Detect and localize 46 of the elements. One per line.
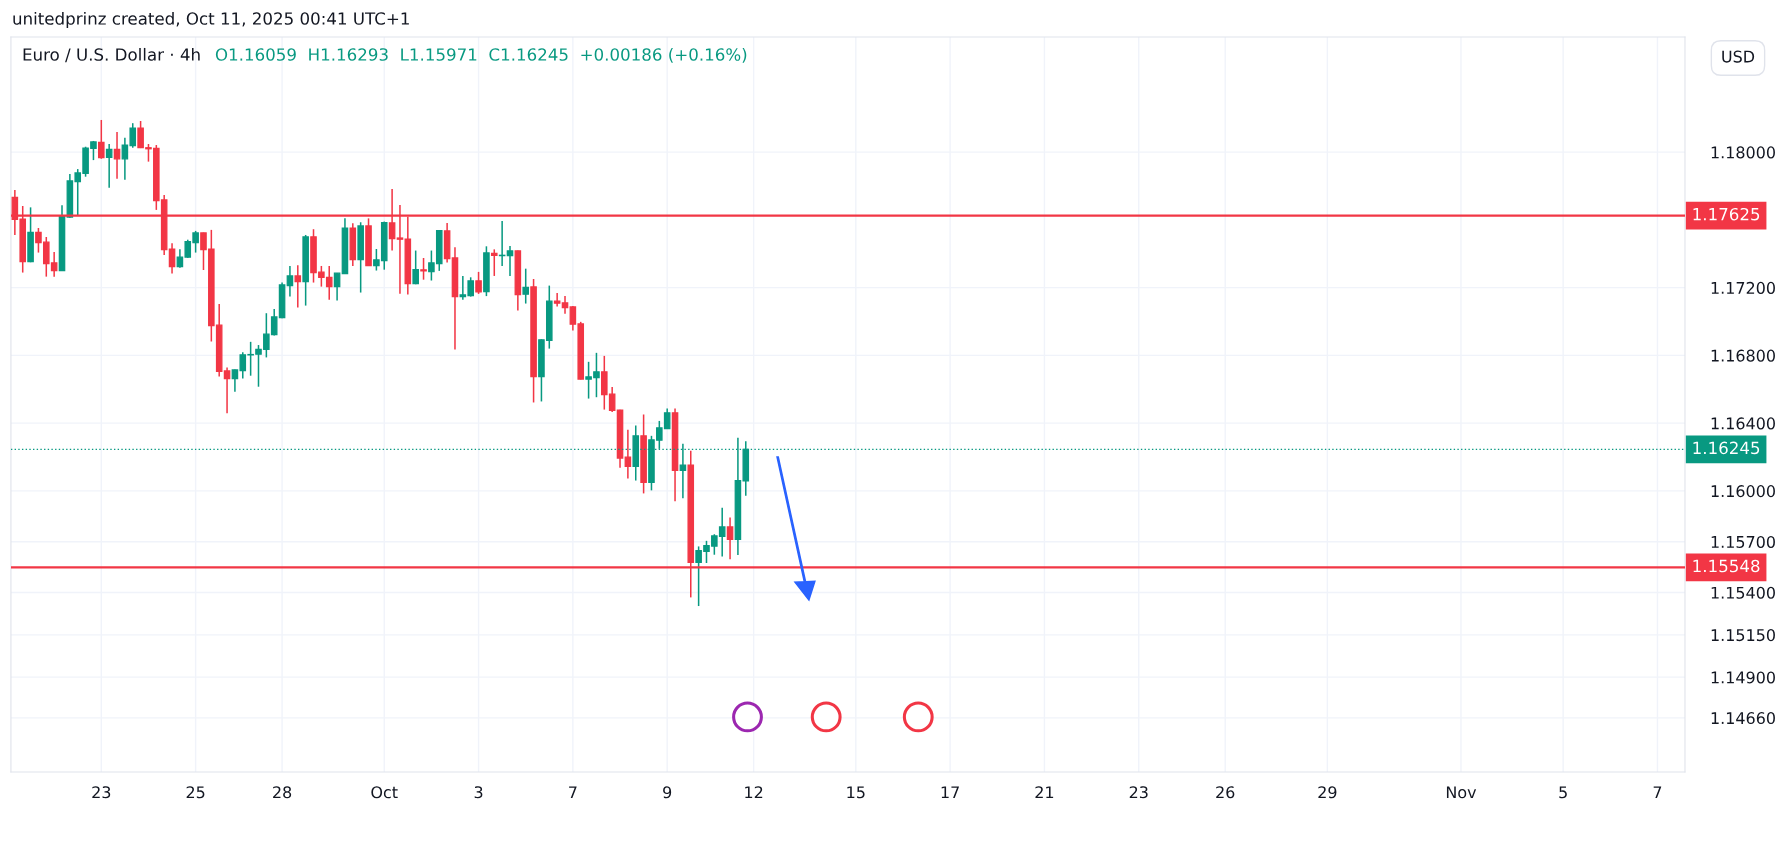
x-tick-label: 7: [569, 786, 577, 799]
candlestick: [553, 292, 561, 308]
y-tick-label: 1.16000: [1711, 485, 1775, 498]
y-tick-label: 1.15700: [1711, 535, 1775, 548]
x-tick-label: 21: [1035, 786, 1054, 799]
candlestick: [98, 119, 105, 160]
candlestick: [286, 265, 294, 298]
ref-line-label: 1.15548: [1693, 559, 1760, 573]
x-tick-label: 3: [474, 786, 483, 799]
x-tick-label: 7: [1653, 786, 1662, 799]
candlestick: [522, 267, 530, 305]
text: Euro / U.S. Dollar · 4h: [23, 47, 200, 63]
text: unitedprinz created, Oct 11, 2025 00:41 UTC+1: [13, 11, 409, 29]
y-tick-label: 1.16800: [1711, 349, 1775, 362]
y-tick-label: 1.16400: [1711, 417, 1775, 430]
candlestick: [105, 143, 113, 189]
candlestick: [506, 245, 514, 277]
x-tick-label: 12: [745, 786, 763, 799]
ref-line-label: 1.17625: [1693, 207, 1760, 221]
x-tick-label: Nov: [1446, 786, 1477, 799]
y-tick-label: 1.14660: [1711, 712, 1775, 725]
x-tick-label: 5: [1559, 786, 1567, 799]
y-tick-label: 1.15400: [1711, 586, 1775, 599]
x-tick-label: 15: [847, 786, 865, 799]
candlestick: [420, 257, 427, 281]
x-tick-label: 28: [273, 786, 292, 799]
candlestick: [726, 516, 734, 561]
y-tick-label: 1.17200: [1711, 281, 1775, 294]
y-tick-label: 1.15150: [1711, 629, 1775, 642]
y-tick-label: 1.14900: [1711, 671, 1775, 684]
x-tick-label: 29: [1318, 786, 1337, 799]
x-tick-label: 25: [186, 786, 205, 799]
y-tick-label: 1.18000: [1711, 146, 1775, 159]
ref-line-label: 1.16245: [1693, 441, 1760, 455]
x-tick-label: 23: [92, 786, 111, 799]
candlestick: [412, 249, 419, 286]
x-tick-label: 23: [1129, 786, 1148, 799]
text: O1.16059 H1.16293 L1.15971 C1.16245 +0.00186 (+0.16%): [215, 47, 747, 63]
x-tick-label: 9: [663, 786, 672, 799]
y-axis-title: USD: [1722, 50, 1755, 63]
x-tick-label: 17: [941, 786, 959, 799]
x-tick-label: 26: [1216, 786, 1235, 799]
candlestick: [294, 264, 302, 309]
candlestick: [490, 248, 498, 277]
candlestick: [475, 271, 482, 295]
x-tick-label: Oct: [371, 786, 398, 799]
